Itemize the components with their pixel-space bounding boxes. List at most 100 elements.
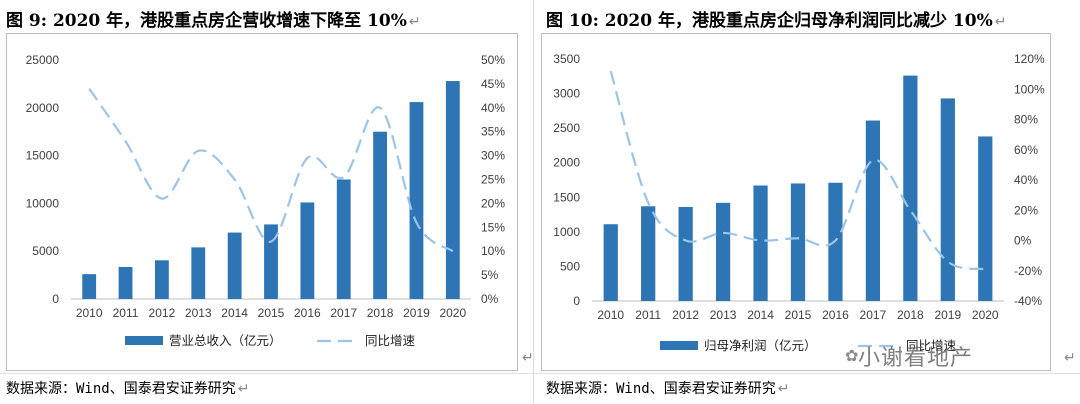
bar: [903, 75, 918, 301]
y-right-tick-label: 20%: [481, 196, 505, 210]
y-right-tick-label: 5%: [481, 268, 499, 282]
bar: [191, 247, 206, 299]
watermark: 小谢看地产: [858, 346, 974, 371]
figure-9-source: 数据来源：Wind、国泰君安证券研究 ↵: [6, 378, 249, 398]
net-profit-chart: 0 500 1000 1500 2000 2500 3000 3500 -40% -20% 0% 20…: [553, 52, 1045, 353]
y-right-tick-label: 80%: [1014, 113, 1038, 127]
x-tick-label: 2017: [330, 306, 357, 320]
y-right-tick-label: 20%: [1014, 203, 1038, 217]
x-tick-label: 2016: [294, 306, 321, 320]
legend-label: 归母净利润（亿元）: [704, 338, 817, 353]
chart-panel-right: 0 500 1000 1500 2000 2500 3000 3500 -40% -20% 0% 20…: [541, 33, 1051, 371]
bar: [753, 185, 768, 301]
y-left-tick-label: 0: [52, 292, 59, 306]
x-tick-label: 2012: [149, 306, 176, 320]
figure-10-source: 数据来源：Wind、国泰君安证券研究 ↵: [546, 378, 789, 398]
bar: [603, 224, 618, 301]
legend-label: 营业总收入（亿元）: [169, 333, 282, 348]
x-tick-label: 2020: [972, 308, 999, 322]
figure-9-title-text: 图 9: 2020 年，港股重点房企营收增速下降至 10%: [6, 11, 407, 31]
x-tick-label: 2018: [897, 308, 924, 322]
return-mark: ↵: [237, 381, 250, 397]
return-mark: ↵: [522, 350, 534, 366]
y-right-tick-label: 45%: [481, 77, 505, 91]
y-left-tick-label: 0: [573, 294, 580, 308]
return-mark: ↵: [994, 14, 1007, 30]
y-left-tick-label: 500: [560, 259, 580, 273]
x-tick-label: 2012: [672, 308, 699, 322]
y-right-tick-label: 30%: [481, 149, 505, 163]
y-right-tick-label: 40%: [1014, 173, 1038, 187]
bar: [82, 274, 97, 299]
bar: [373, 131, 387, 299]
x-tick-label: 2011: [635, 308, 661, 322]
bar: [641, 206, 656, 301]
y-left-tick-label: 15000: [26, 149, 60, 163]
x-tick-label: 2011: [113, 306, 139, 320]
y-right-tick-label: 120%: [1014, 52, 1045, 66]
y-left-tick-label: 3500: [553, 52, 580, 66]
bar: [264, 224, 278, 299]
y-left-tick-label: 1500: [553, 190, 580, 204]
x-tick-label: 2013: [710, 308, 737, 322]
y-left-tick-label: 3000: [553, 87, 580, 101]
y-right-tick-label: 35%: [481, 125, 505, 139]
x-tick-label: 2020: [439, 306, 466, 320]
legend-label: 同比增速: [365, 333, 416, 348]
y-right-tick-label: 0%: [1014, 234, 1032, 248]
legend-swatch-bar: [660, 341, 698, 350]
y-right-tick-label: 0%: [481, 292, 499, 306]
bar: [445, 81, 460, 299]
source-text: 数据来源：Wind、国泰君安证券研究: [6, 381, 236, 397]
bar: [790, 183, 806, 301]
bar: [940, 98, 955, 301]
x-tick-label: 2017: [860, 308, 887, 322]
legend-swatch-bar: [125, 336, 163, 345]
y-right-tick-label: 50%: [481, 53, 505, 67]
y-right-tick-label: 10%: [481, 244, 505, 258]
y-left-tick-label: 1000: [553, 225, 580, 239]
y-right-tick-label: -20%: [1014, 264, 1042, 278]
x-tick-label: 2010: [597, 308, 624, 322]
x-tick-label: 2014: [747, 308, 774, 322]
divider: [533, 0, 534, 404]
y-left-tick-label: 20000: [26, 101, 60, 115]
x-tick-label: 2015: [785, 308, 812, 322]
y-left-tick-label: 10000: [26, 196, 60, 210]
bar: [300, 202, 315, 299]
legend-label: 同比增速: [906, 338, 957, 353]
return-mark: ↵: [408, 14, 421, 30]
x-tick-label: 2013: [185, 306, 212, 320]
growth-rate-line: [88, 88, 454, 253]
y-right-tick-label: 25%: [481, 173, 505, 187]
y-right-tick-label: 60%: [1014, 143, 1038, 157]
y-left-tick-label: 2000: [553, 156, 580, 170]
wechat-icon: ✿: [845, 346, 859, 365]
x-tick-label: 2019: [934, 308, 961, 322]
return-mark: ↵: [777, 381, 790, 397]
bar: [409, 102, 424, 300]
y-left-tick-label: 25000: [26, 53, 60, 67]
bar: [155, 260, 169, 299]
x-tick-label: 2019: [403, 306, 430, 320]
bar: [715, 202, 731, 301]
bar: [865, 120, 881, 301]
x-tick-label: 2016: [822, 308, 849, 322]
figure-9-title: 图 9: 2020 年，港股重点房企营收增速下降至 10% ↵: [6, 6, 421, 31]
figure-10-title-text: 图 10: 2020 年，港股重点房企归母净利润同比减少 10%: [546, 11, 993, 31]
bar: [227, 232, 242, 299]
divider: [0, 373, 1080, 374]
figure-10-title: 图 10: 2020 年，港股重点房企归母净利润同比减少 10% ↵: [546, 6, 1006, 31]
y-right-tick-label: 100%: [1014, 82, 1045, 96]
return-mark: ↵: [1064, 350, 1076, 366]
y-left-tick-label: 5000: [32, 244, 59, 258]
bar: [336, 179, 351, 299]
chart-panel-left: 0 5000 10000 15000 20000 25000 0% 5% 10% 15% 20% 25…: [6, 33, 518, 371]
bar: [678, 206, 693, 301]
source-text: 数据来源：Wind、国泰君安证券研究: [546, 381, 776, 397]
bar: [118, 266, 133, 299]
y-right-tick-label: 15%: [481, 220, 505, 234]
bar: [978, 136, 993, 301]
x-tick-label: 2014: [221, 306, 248, 320]
y-right-tick-label: 40%: [481, 101, 505, 115]
